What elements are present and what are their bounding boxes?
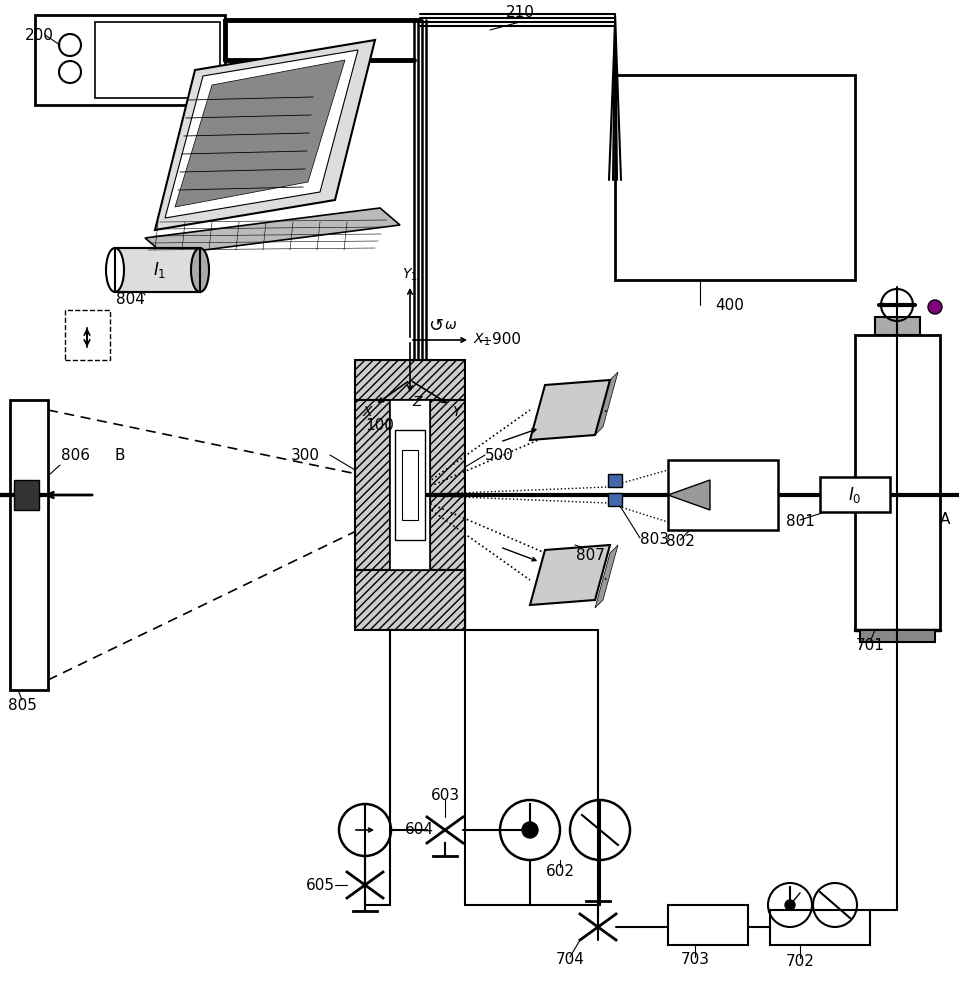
Bar [395,430,425,540]
Bar [770,910,870,945]
Bar [615,75,855,280]
Polygon shape [155,40,375,230]
Bar [668,905,748,945]
Ellipse shape [106,248,124,292]
Polygon shape [355,570,465,630]
Circle shape [522,822,538,838]
Text: $X$: $X$ [362,405,374,419]
Polygon shape [165,50,358,218]
Text: 604: 604 [405,822,434,838]
Bar [820,477,890,512]
Text: 605: 605 [306,878,335,892]
Circle shape [785,900,795,910]
Text: $I_0$: $I_0$ [849,485,862,505]
Text: $\circlearrowleft$: $\circlearrowleft$ [426,316,445,334]
Polygon shape [530,380,610,440]
Text: 701: 701 [855,638,884,652]
Polygon shape [530,545,610,605]
Text: $Y$: $Y$ [453,405,464,419]
Bar [860,630,935,642]
Text: 803: 803 [640,532,669,548]
Text: A: A [940,512,950,528]
Bar [35,15,225,105]
Polygon shape [668,480,710,510]
Text: 602: 602 [546,864,574,880]
Circle shape [928,300,942,314]
Text: 900: 900 [492,332,521,348]
Text: 210: 210 [505,5,534,20]
Bar [875,317,920,335]
Text: B: B [115,448,126,462]
Bar [608,474,622,487]
Ellipse shape [191,248,209,292]
Text: 603: 603 [431,788,459,802]
Text: 500: 500 [485,448,514,462]
Bar [608,493,622,506]
Bar [668,460,778,530]
Text: 806: 806 [60,448,89,462]
Bar [402,450,418,520]
Polygon shape [175,60,345,207]
Bar [10,400,48,690]
Text: 300: 300 [291,448,319,462]
Text: $Z$: $Z$ [412,395,424,409]
Polygon shape [145,208,400,255]
Polygon shape [595,372,618,435]
Text: $Y_1$: $Y_1$ [402,267,418,283]
Bar [95,22,220,98]
Bar [390,400,430,570]
Text: 805: 805 [8,698,36,712]
Text: 400: 400 [715,298,744,312]
Text: $I_1$: $I_1$ [153,260,167,280]
Bar [14,480,39,510]
Bar [855,335,940,630]
Polygon shape [355,360,465,400]
Polygon shape [355,400,390,570]
Text: 807: 807 [575,548,604,562]
Bar [65,310,110,360]
Text: 702: 702 [785,954,814,970]
Text: 704: 704 [555,952,584,968]
Text: 802: 802 [666,534,694,550]
Polygon shape [595,545,618,608]
Text: 200: 200 [25,27,54,42]
Text: 703: 703 [681,952,710,968]
Polygon shape [430,400,465,570]
Text: $\omega$: $\omega$ [443,318,456,332]
Text: 804: 804 [116,292,145,308]
Text: 100: 100 [365,418,394,432]
Text: 801: 801 [785,514,814,530]
Polygon shape [115,248,200,292]
Text: $X_1$: $X_1$ [474,332,491,348]
